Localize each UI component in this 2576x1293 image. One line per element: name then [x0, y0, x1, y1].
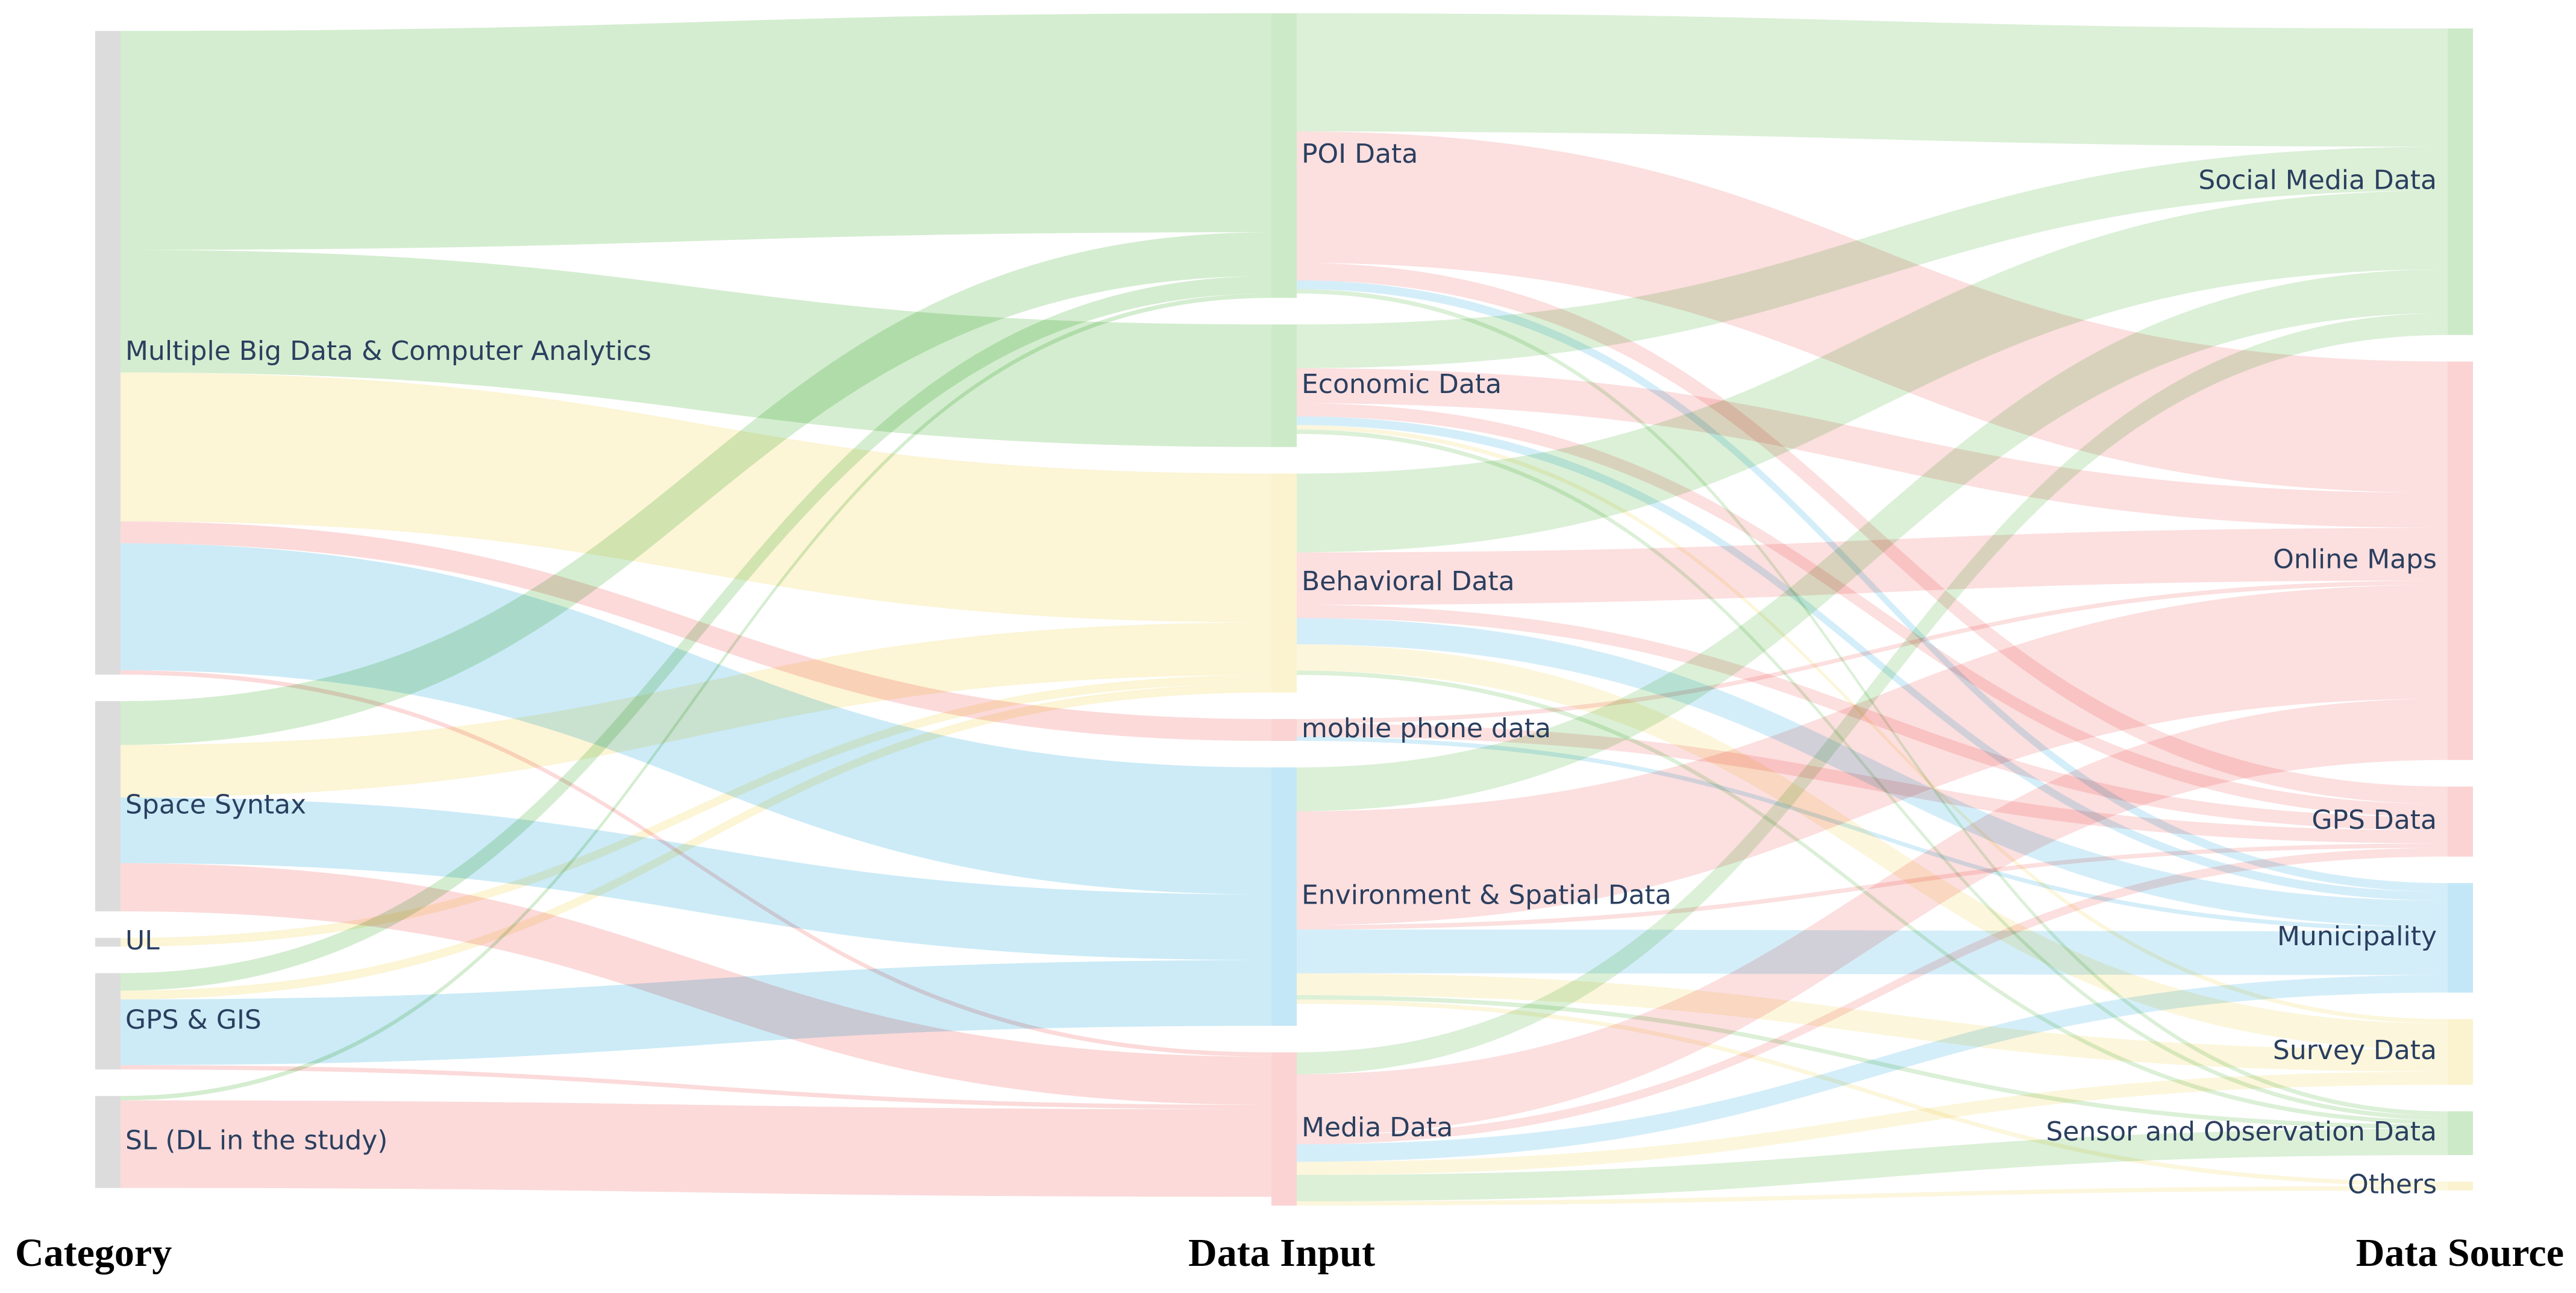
link-eco-to-mun: [1297, 416, 2448, 901]
node-municipality: [2448, 883, 2473, 993]
column-titles: Category Data Input Data Source: [15, 1231, 2564, 1275]
link-ul-to-beh: [121, 675, 1271, 947]
node-media-data: [1271, 1052, 1297, 1206]
link-poi-to-smd: [1297, 13, 2448, 147]
link-eco-to-gpsd: [1297, 403, 2448, 817]
link-env-to-smd: [1297, 269, 2448, 811]
sankey-links: [121, 13, 2448, 1206]
node-label-space-syntax: Space Syntax: [125, 789, 306, 820]
link-med-to-oth: [1297, 1186, 2448, 1206]
link-beh-to-smd: [1297, 190, 2448, 553]
link-mbd-to-eco: [121, 250, 1271, 447]
link-eco-to-om: [1297, 368, 2448, 528]
sankey-nodes: [95, 13, 2473, 1206]
node-gps-data: [2448, 786, 2473, 857]
node-gps-gis: [95, 973, 121, 1070]
link-med-to-sur: [1297, 1071, 2448, 1175]
link-env-to-om: [1297, 585, 2448, 925]
sankey-node-labels: Multiple Big Data & Computer Analytics Sp…: [125, 139, 2437, 1200]
node-label-gps-gis: GPS & GIS: [125, 1004, 262, 1035]
node-label-environment-spatial-data: Environment & Spatial Data: [1302, 879, 1672, 910]
link-ss-to-env: [121, 797, 1271, 960]
node-label-sensor-and-observation-data: Sensor and Observation Data: [2046, 1116, 2437, 1147]
node-online-maps: [2448, 361, 2473, 760]
link-gps-to-poi: [121, 275, 1271, 991]
node-label-behavioral-data: Behavioral Data: [1302, 566, 1515, 597]
link-med-to-smd: [1297, 313, 2448, 1075]
node-sl-dl-in-the-study: [95, 1096, 121, 1188]
node-survey-data: [2448, 1019, 2473, 1085]
link-env-to-oth: [1297, 999, 2448, 1186]
link-gps-to-med: [121, 1065, 1271, 1110]
column-title-data-input: Data Input: [1188, 1231, 1375, 1275]
node-label-online-maps: Online Maps: [2273, 544, 2437, 574]
link-med-to-gpsd: [1297, 848, 2448, 1145]
node-mobile-phone-data: [1271, 719, 1297, 741]
node-label-social-media-data: Social Media Data: [2198, 165, 2437, 195]
node-label-others: Others: [2348, 1169, 2437, 1200]
link-gps-to-env: [121, 960, 1271, 1065]
link-mob-to-mun: [1297, 736, 2448, 931]
node-economic-data: [1271, 324, 1297, 447]
node-poi-data: [1271, 13, 1297, 298]
node-label-municipality: Municipality: [2277, 921, 2437, 952]
node-environment-spatial-data: [1271, 767, 1297, 1026]
link-env-to-mun: [1297, 929, 2448, 975]
link-eco-to-smd: [1297, 146, 2448, 368]
link-mbd-to-poi: [121, 13, 1271, 250]
node-label-sl-dl-in-the-study: SL (DL in the study): [125, 1125, 387, 1156]
link-env-to-gpsd: [1297, 843, 2448, 930]
link-beh-to-sur: [1297, 644, 2448, 1050]
node-multiple-big-data-computer-analytics: [95, 31, 121, 675]
node-label-gps-data: GPS Data: [2311, 805, 2437, 835]
link-gps-to-beh: [121, 684, 1271, 999]
link-sl-to-med: [121, 1100, 1271, 1197]
node-label-survey-data: Survey Data: [2273, 1035, 2437, 1066]
link-mob-to-om: [1297, 580, 2448, 724]
link-sl-to-poi: [121, 293, 1271, 1101]
node-social-media-data: [2448, 28, 2473, 335]
node-label-economic-data: Economic Data: [1302, 369, 1502, 400]
node-others: [2448, 1181, 2473, 1191]
node-label-poi-data: POI Data: [1302, 139, 1418, 169]
link-ss-to-poi: [121, 232, 1271, 745]
node-label-mobile-phone-data: mobile phone data: [1302, 713, 1551, 744]
column-title-data-source: Data Source: [2356, 1231, 2564, 1275]
node-ul: [95, 937, 121, 947]
link-mbd-to-beh: [121, 512, 1271, 623]
link-med-to-mun: [1297, 975, 2448, 1162]
node-label-multiple-big-data-computer-analytics: Multiple Big Data & Computer Analytics: [125, 336, 651, 367]
node-sensor-and-observation-data: [2448, 1111, 2473, 1156]
column-title-category: Category: [15, 1231, 172, 1275]
node-label-media-data: Media Data: [1302, 1112, 1453, 1143]
link-med-to-om: [1297, 699, 2448, 1136]
link-beh-to-om: [1297, 527, 2448, 605]
link-ss-to-beh: [121, 622, 1271, 798]
node-behavioral-data: [1271, 473, 1297, 693]
link-env-to-sur: [1297, 973, 2448, 1072]
node-label-ul: UL: [125, 925, 160, 956]
node-space-syntax: [95, 701, 121, 911]
link-med-to-sen: [1297, 1128, 2448, 1201]
